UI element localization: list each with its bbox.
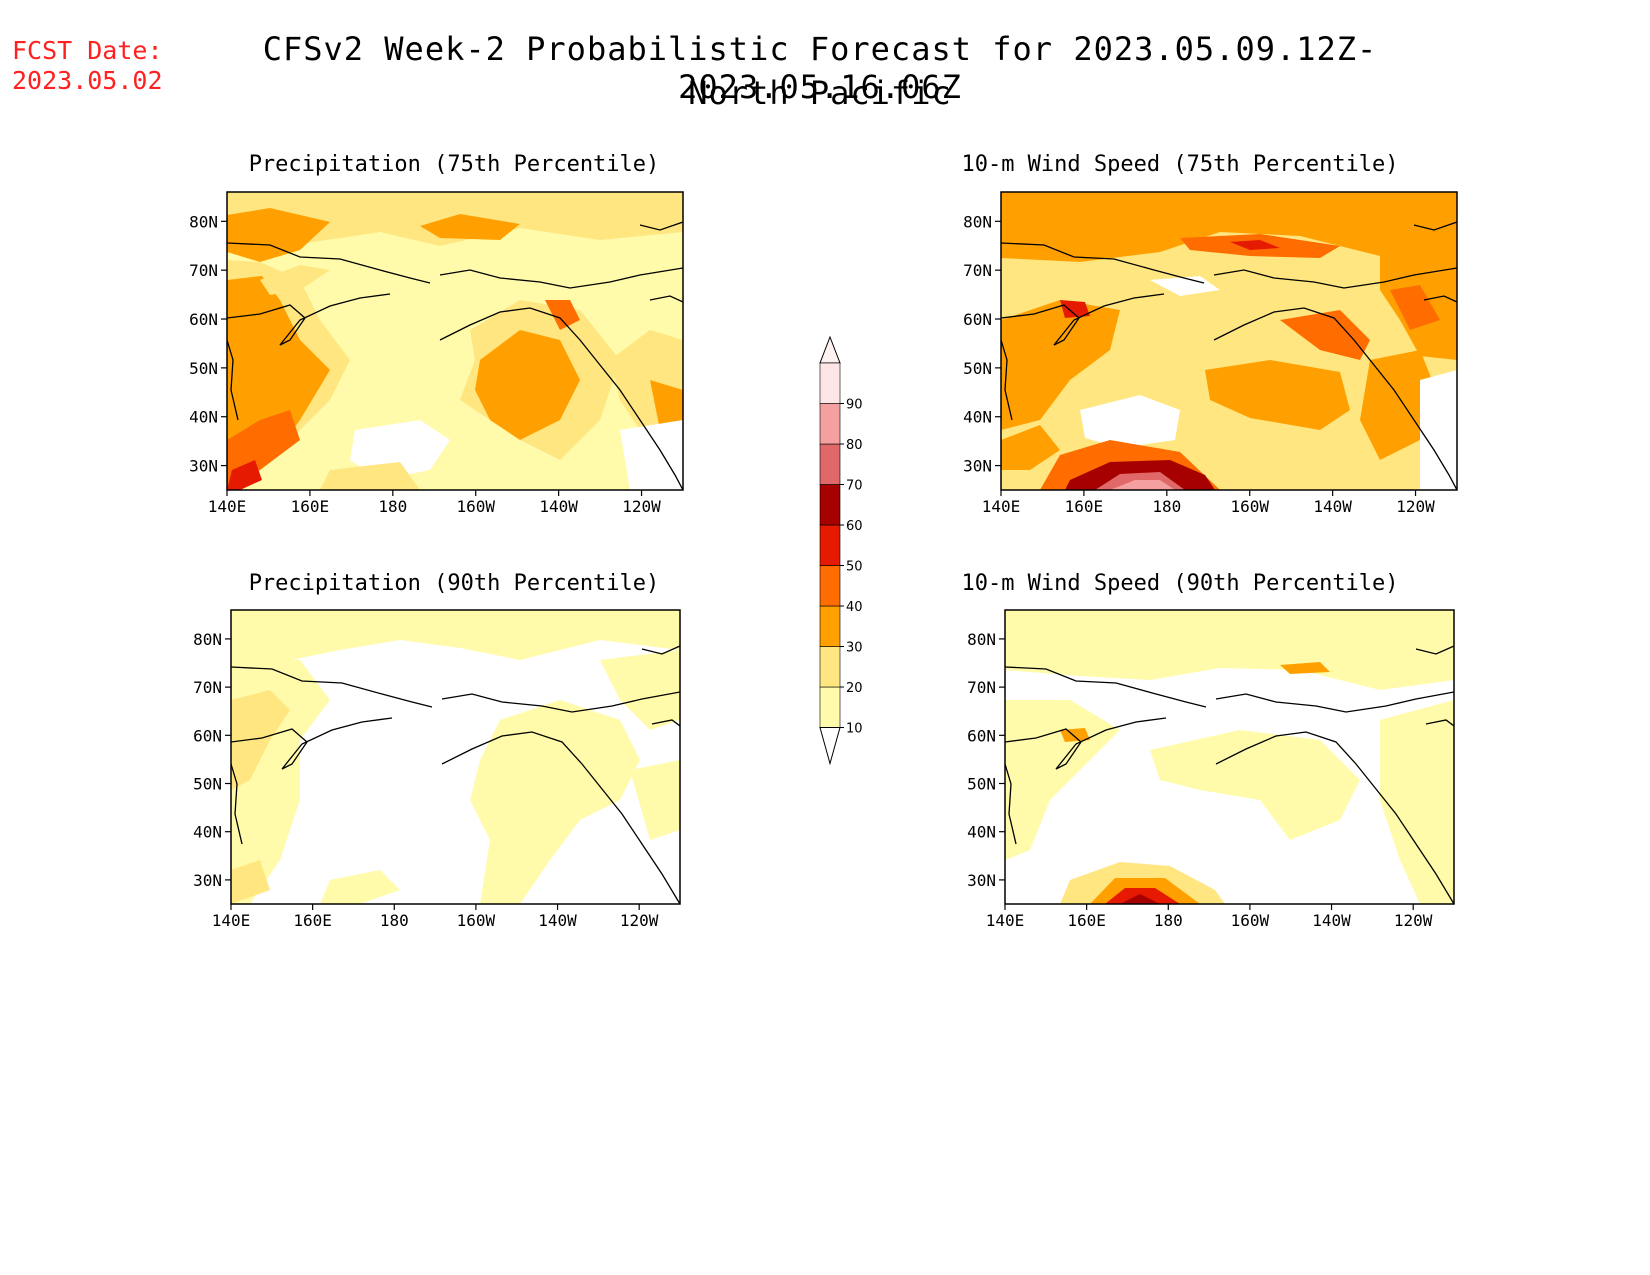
colorbar-label: 70 xyxy=(846,479,863,494)
fcst-date-value: 2023.05.02 xyxy=(12,66,163,95)
colorbar-label: 90 xyxy=(846,398,863,413)
colorbar-label: 30 xyxy=(846,641,863,656)
panel-title-precip-90: Precipitation (90th Percentile) xyxy=(248,571,660,596)
lon-tick-label: 140W xyxy=(1312,911,1351,930)
colorbar-box xyxy=(819,362,841,404)
lon-tick-label: 180 xyxy=(380,911,409,930)
colorbar-top-triangle xyxy=(819,335,841,364)
map-wind-90: 80N 70N 60N 50N 40N 30N 140E 160E 180 160W 140W 120… xyxy=(967,609,1455,930)
colorbar-label: 50 xyxy=(846,560,863,575)
colorbar-box xyxy=(819,565,841,607)
map-wind-75: 80N 70N 60N 50N 40N 30N 140E 160E 180 160W 140W 120… xyxy=(963,191,1458,516)
main-title: CFSv2 Week-2 Probabilistic Forecast for … xyxy=(262,30,1378,106)
lat-tick-label: 40N xyxy=(193,823,222,842)
fcst-date-label: FCST Date: xyxy=(12,36,163,65)
colorbar-box xyxy=(819,686,841,728)
lon-tick-label: 120W xyxy=(620,911,659,930)
lat-tick-label: 40N xyxy=(967,823,996,842)
lon-tick-label: 160W xyxy=(1230,497,1269,516)
fcst-date-block: FCST Date: 2023.05.02 xyxy=(12,36,163,96)
lat-tick-label: 50N xyxy=(963,359,992,378)
colorbar-box xyxy=(819,443,841,485)
lat-tick-label: 40N xyxy=(963,408,992,427)
lat-tick-label: 40N xyxy=(189,408,218,427)
lat-tick-label: 80N xyxy=(967,630,996,649)
lon-tick-label: 120W xyxy=(1396,497,1435,516)
lat-tick-label: 70N xyxy=(189,261,218,280)
lat-tick-label: 30N xyxy=(967,871,996,890)
coastline-precip-90 xyxy=(231,645,680,904)
lon-tick-label: 160E xyxy=(1067,911,1106,930)
lat-tick-label: 70N xyxy=(963,261,992,280)
lat-tick-label: 30N xyxy=(963,457,992,476)
region-title: North Pacific xyxy=(688,74,952,112)
coastline-precip-75 xyxy=(227,221,683,490)
lon-tick-label: 140E xyxy=(212,911,251,930)
lat-tick-label: 60N xyxy=(189,310,218,329)
lon-tick-label: 140W xyxy=(1313,497,1352,516)
lon-tick-label: 140E xyxy=(982,497,1021,516)
coastline-wind-90 xyxy=(1005,645,1454,904)
field-precip-75 xyxy=(227,192,683,490)
lat-tick-label: 60N xyxy=(963,310,992,329)
field-wind-75 xyxy=(1001,192,1457,490)
lon-tick-label: 120W xyxy=(622,497,661,516)
lon-tick-label: 140W xyxy=(538,911,577,930)
field-wind-90 xyxy=(1005,610,1454,904)
lat-tick-label: 80N xyxy=(963,212,992,231)
colorbar-label: 40 xyxy=(846,600,863,615)
lon-tick-label: 180 xyxy=(1154,911,1183,930)
lat-tick-label: 60N xyxy=(967,726,996,745)
lon-tick-label: 160E xyxy=(293,911,332,930)
lat-tick-label: 80N xyxy=(189,212,218,231)
lon-tick-label: 140E xyxy=(986,911,1025,930)
colorbar: 10 20 30 40 50 60 70 80 90 xyxy=(819,335,863,766)
lon-tick-label: 120W xyxy=(1394,911,1433,930)
lat-tick-label: 50N xyxy=(189,359,218,378)
lon-tick-label: 160E xyxy=(291,497,330,516)
panel-title-precip-75: Precipitation (75th Percentile) xyxy=(248,152,660,177)
lat-tick-label: 70N xyxy=(193,678,222,697)
map-precip-90: 80N 70N 60N 50N 40N 30N 140E 160E 180 160W 140W 120… xyxy=(193,609,681,930)
lat-tick-label: 80N xyxy=(193,630,222,649)
lat-tick-label: 50N xyxy=(967,775,996,794)
colorbar-box xyxy=(819,646,841,688)
colorbar-label: 20 xyxy=(846,681,863,696)
lon-tick-label: 140W xyxy=(539,497,578,516)
lon-tick-label: 140E xyxy=(208,497,247,516)
lat-tick-label: 30N xyxy=(193,871,222,890)
coastline-wind-75 xyxy=(1001,221,1457,490)
colorbar-label: 10 xyxy=(846,722,863,737)
lon-tick-label: 180 xyxy=(378,497,407,516)
colorbar-box xyxy=(819,524,841,566)
colorbar-label: 60 xyxy=(846,519,863,534)
lat-tick-label: 70N xyxy=(967,678,996,697)
colorbar-box xyxy=(819,484,841,526)
lon-tick-label: 160W xyxy=(457,911,496,930)
colorbar-box xyxy=(819,403,841,445)
colorbar-box xyxy=(819,605,841,647)
field-precip-90 xyxy=(231,610,680,904)
colorbar-label: 80 xyxy=(846,438,863,453)
lon-tick-label: 180 xyxy=(1152,497,1181,516)
lon-tick-label: 160W xyxy=(456,497,495,516)
lat-tick-label: 30N xyxy=(189,457,218,476)
panel-title-wind-75: 10-m Wind Speed (75th Percentile) xyxy=(961,152,1399,177)
lon-tick-label: 160W xyxy=(1231,911,1270,930)
colorbar-bottom-triangle xyxy=(819,727,841,766)
lat-tick-label: 60N xyxy=(193,726,222,745)
lon-tick-label: 160E xyxy=(1065,497,1104,516)
map-precip-75: 80N 70N 60N 50N 40N 30N 140E 160E 180 160W 140W 120… xyxy=(189,191,684,516)
panel-title-wind-90: 10-m Wind Speed (90th Percentile) xyxy=(961,571,1399,596)
lat-tick-label: 50N xyxy=(193,775,222,794)
